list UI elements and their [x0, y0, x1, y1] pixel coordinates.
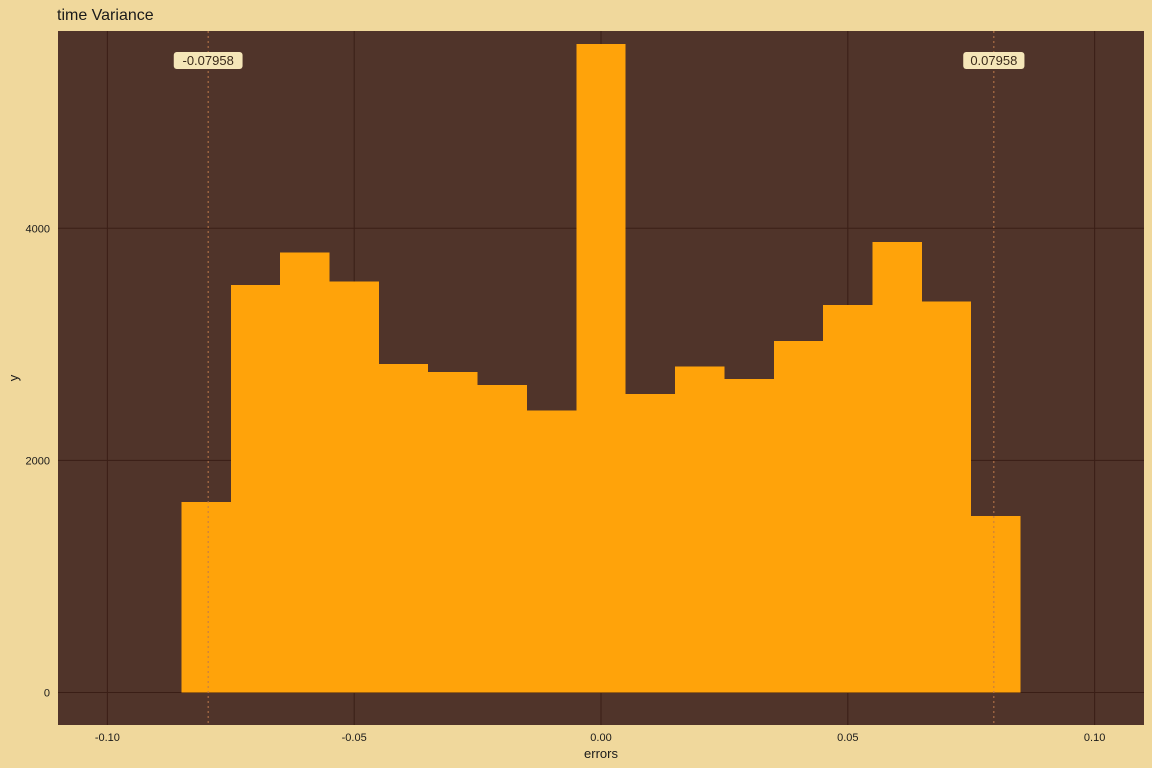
histogram-bar	[971, 516, 1021, 693]
histogram-bar	[477, 384, 527, 693]
reference-label: 0.07958	[970, 53, 1017, 68]
histogram-bar	[181, 502, 231, 693]
x-axis-ticks: -0.10 -0.05 0.00 0.05 0.10	[95, 732, 1106, 744]
x-axis-title: errors	[584, 746, 618, 761]
histogram-bar	[428, 372, 478, 693]
x-tick-label: 0.10	[1084, 732, 1105, 744]
histogram-bars	[181, 43, 1021, 693]
histogram-bar	[230, 285, 281, 693]
histogram-bar	[576, 43, 626, 693]
x-tick-label: -0.10	[95, 732, 120, 744]
histogram-bar	[280, 252, 330, 693]
reference-lines: -0.07958 0.07958	[173, 31, 1025, 725]
reference-label-box	[963, 52, 1025, 69]
chart-title: time Variance	[57, 7, 154, 24]
reference-label-box	[173, 52, 243, 69]
y-axis-title: y	[6, 374, 21, 381]
histogram-bar	[526, 410, 577, 693]
histogram-bar	[773, 340, 824, 693]
x-tick-label: 0.05	[837, 732, 858, 744]
y-tick-label: 0	[44, 688, 50, 700]
y-tick-label: 4000	[26, 223, 50, 235]
y-tick-label: 2000	[26, 455, 50, 467]
histogram-bar	[329, 281, 379, 693]
histogram-bar	[675, 366, 725, 693]
histogram-bar	[724, 379, 774, 693]
histogram-bar	[872, 242, 922, 693]
histogram-bar	[625, 394, 676, 693]
histogram-bar	[823, 304, 873, 693]
x-tick-label: 0.00	[590, 732, 611, 744]
y-axis-ticks: 0 2000 4000	[26, 223, 50, 699]
histogram-bar	[378, 364, 429, 693]
x-tick-label: -0.05	[342, 732, 367, 744]
histogram-bar	[921, 301, 972, 693]
reference-label: -0.07958	[183, 53, 234, 68]
